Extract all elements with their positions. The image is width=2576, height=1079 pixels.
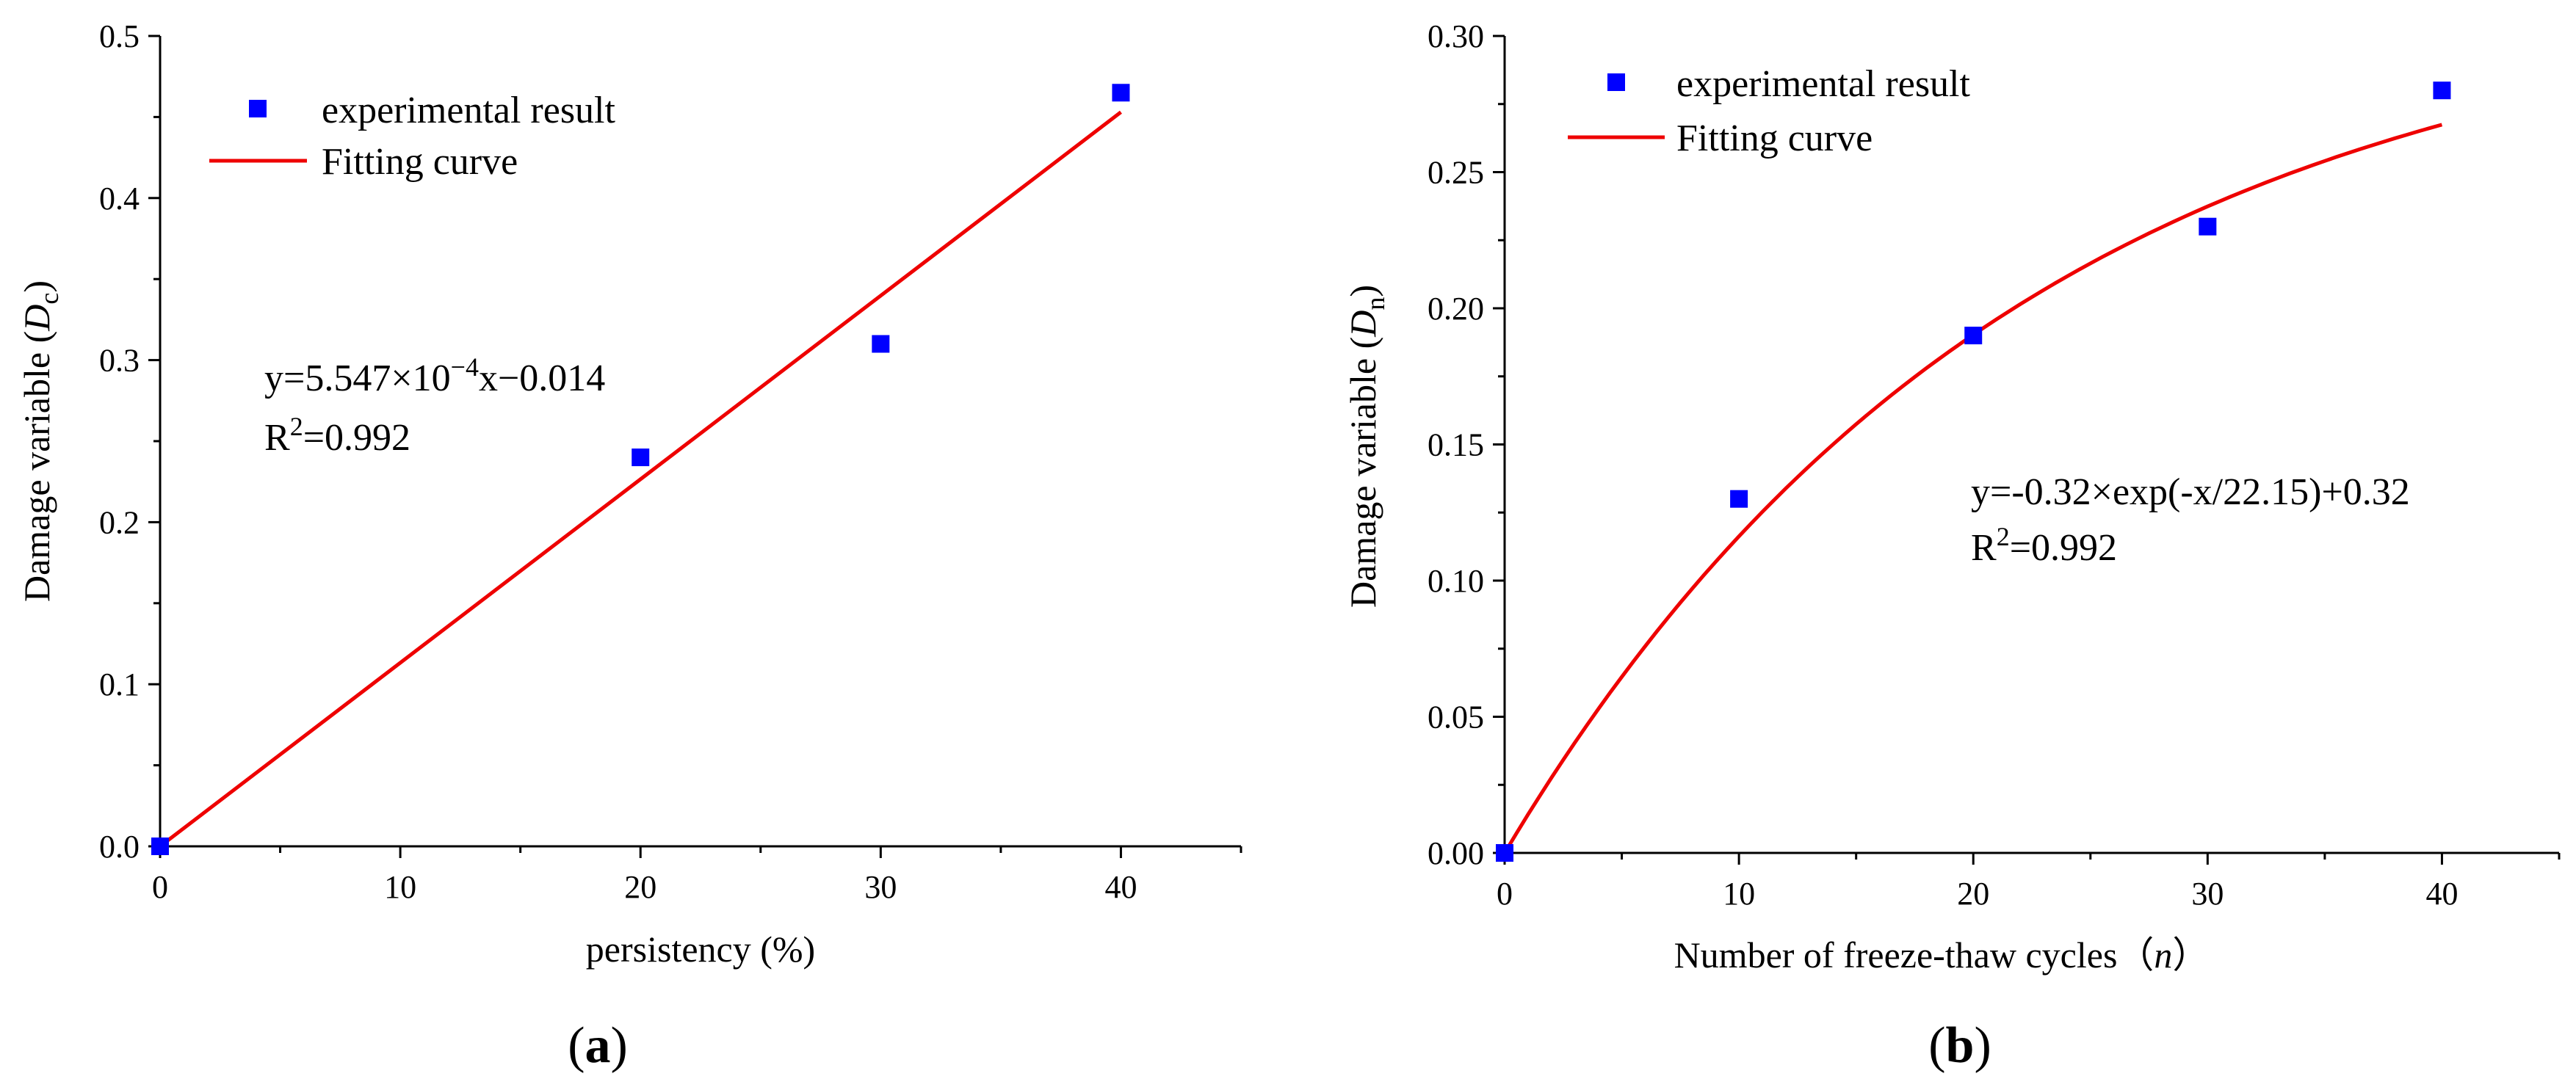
chart-b-ticks xyxy=(1493,34,2561,865)
chart-a-y-tick-label: 0.4 xyxy=(99,181,140,217)
chart-b-data-point xyxy=(2433,81,2451,100)
chart-a-r-squared: R2=0.992 xyxy=(264,412,410,459)
chart-b-legend-fitting: Fitting curve xyxy=(1676,117,1873,159)
chart-a-data-point xyxy=(872,335,890,353)
chart-a-legend-marker xyxy=(249,100,267,117)
chart-a-experimental-points xyxy=(151,84,1130,855)
chart-b-x-tick-label: 0 xyxy=(1497,876,1513,912)
chart-b-legend: experimental result Fitting curve xyxy=(1568,63,1971,159)
chart-a-legend: experimental result Fitting curve xyxy=(209,90,616,183)
chart-b-x-tick-label: 30 xyxy=(2191,876,2224,912)
chart-b-y-tick-label: 0.20 xyxy=(1428,291,1484,327)
chart-b-y-axis-label: Damage variable (Dn) xyxy=(1342,285,1390,608)
chart-a-y-tick-label: 0.5 xyxy=(99,18,140,54)
chart-b-y-tick-label: 0.15 xyxy=(1428,427,1484,463)
chart-a-tick-labels: 0 10 20 30 40 0.0 0.1 0.2 0.3 0.4 0.5 xyxy=(99,18,1137,905)
chart-b-data-point xyxy=(2199,217,2217,236)
chart-b-y-tick-label: 0.00 xyxy=(1428,835,1484,871)
chart-b-y-tick-label: 0.05 xyxy=(1428,700,1484,735)
chart-a-data-point xyxy=(151,838,169,855)
chart-b-data-point xyxy=(1496,844,1513,862)
chart-a-x-tick-label: 40 xyxy=(1104,869,1137,905)
chart-a-legend-experimental: experimental result xyxy=(322,90,616,131)
chart-a-data-point xyxy=(632,448,650,467)
chart-a-legend-fitting: Fitting curve xyxy=(322,141,518,183)
chart-b-tick-labels: 0 10 20 30 40 0.00 0.05 0.10 0.15 0.20 0.25 0.30 xyxy=(1428,18,2458,912)
chart-a-y-tick-label: 0.1 xyxy=(99,666,140,702)
chart-b-data-point xyxy=(1964,327,1983,345)
chart-a-data-point xyxy=(1112,84,1130,102)
chart-b-x-axis-label: Number of freeze-thaw cycles（n） xyxy=(1674,934,2210,976)
chart-b-data-point xyxy=(1730,490,1748,508)
chart-a-panel-label: (a) xyxy=(568,1017,628,1074)
chart-b-x-tick-label: 20 xyxy=(1957,876,1989,912)
chart-a-equation: y=5.547×10−4x−0.014 xyxy=(264,352,605,399)
chart-a-y-tick-label: 0.0 xyxy=(99,829,140,865)
chart-b-panel-label: (b) xyxy=(1928,1017,1991,1074)
chart-b-y-tick-label: 0.25 xyxy=(1428,155,1484,191)
chart-b-x-tick-label: 10 xyxy=(1723,876,1755,912)
chart-a-x-tick-label: 0 xyxy=(152,869,168,905)
chart-b-experimental-points xyxy=(1496,81,2451,862)
chart-a-x-axis-label: persistency (%) xyxy=(586,929,815,970)
chart-b-y-tick-label: 0.30 xyxy=(1428,18,1484,54)
chart-a-y-tick-label: 0.3 xyxy=(99,343,140,379)
chart-b: 0 10 20 30 40 0.00 0.05 0.10 0.15 0.20 0.25 0.30 Nu… xyxy=(1342,18,2561,1074)
chart-a-x-tick-label: 20 xyxy=(624,869,656,905)
chart-a-x-tick-label: 30 xyxy=(864,869,897,905)
chart-a-y-tick-label: 0.2 xyxy=(99,504,140,540)
chart-b-legend-marker xyxy=(1607,73,1625,91)
chart-b-equation: y=-0.32×exp(-x/22.15)+0.32 xyxy=(1971,471,2410,513)
chart-b-legend-experimental: experimental result xyxy=(1676,63,1971,105)
chart-a-fitting-curve xyxy=(159,110,1122,848)
chart-b-x-tick-label: 40 xyxy=(2425,876,2458,912)
chart-b-y-tick-label: 0.10 xyxy=(1428,563,1484,599)
chart-a-y-axis-label: Damage variable (Dc) xyxy=(16,280,64,602)
chart-a: 0 10 20 30 40 0.0 0.1 0.2 0.3 0.4 0.5 persistency … xyxy=(16,18,1242,1074)
chart-b-r-squared: R2=0.992 xyxy=(1971,522,2117,569)
chart-a-x-tick-label: 10 xyxy=(384,869,416,905)
